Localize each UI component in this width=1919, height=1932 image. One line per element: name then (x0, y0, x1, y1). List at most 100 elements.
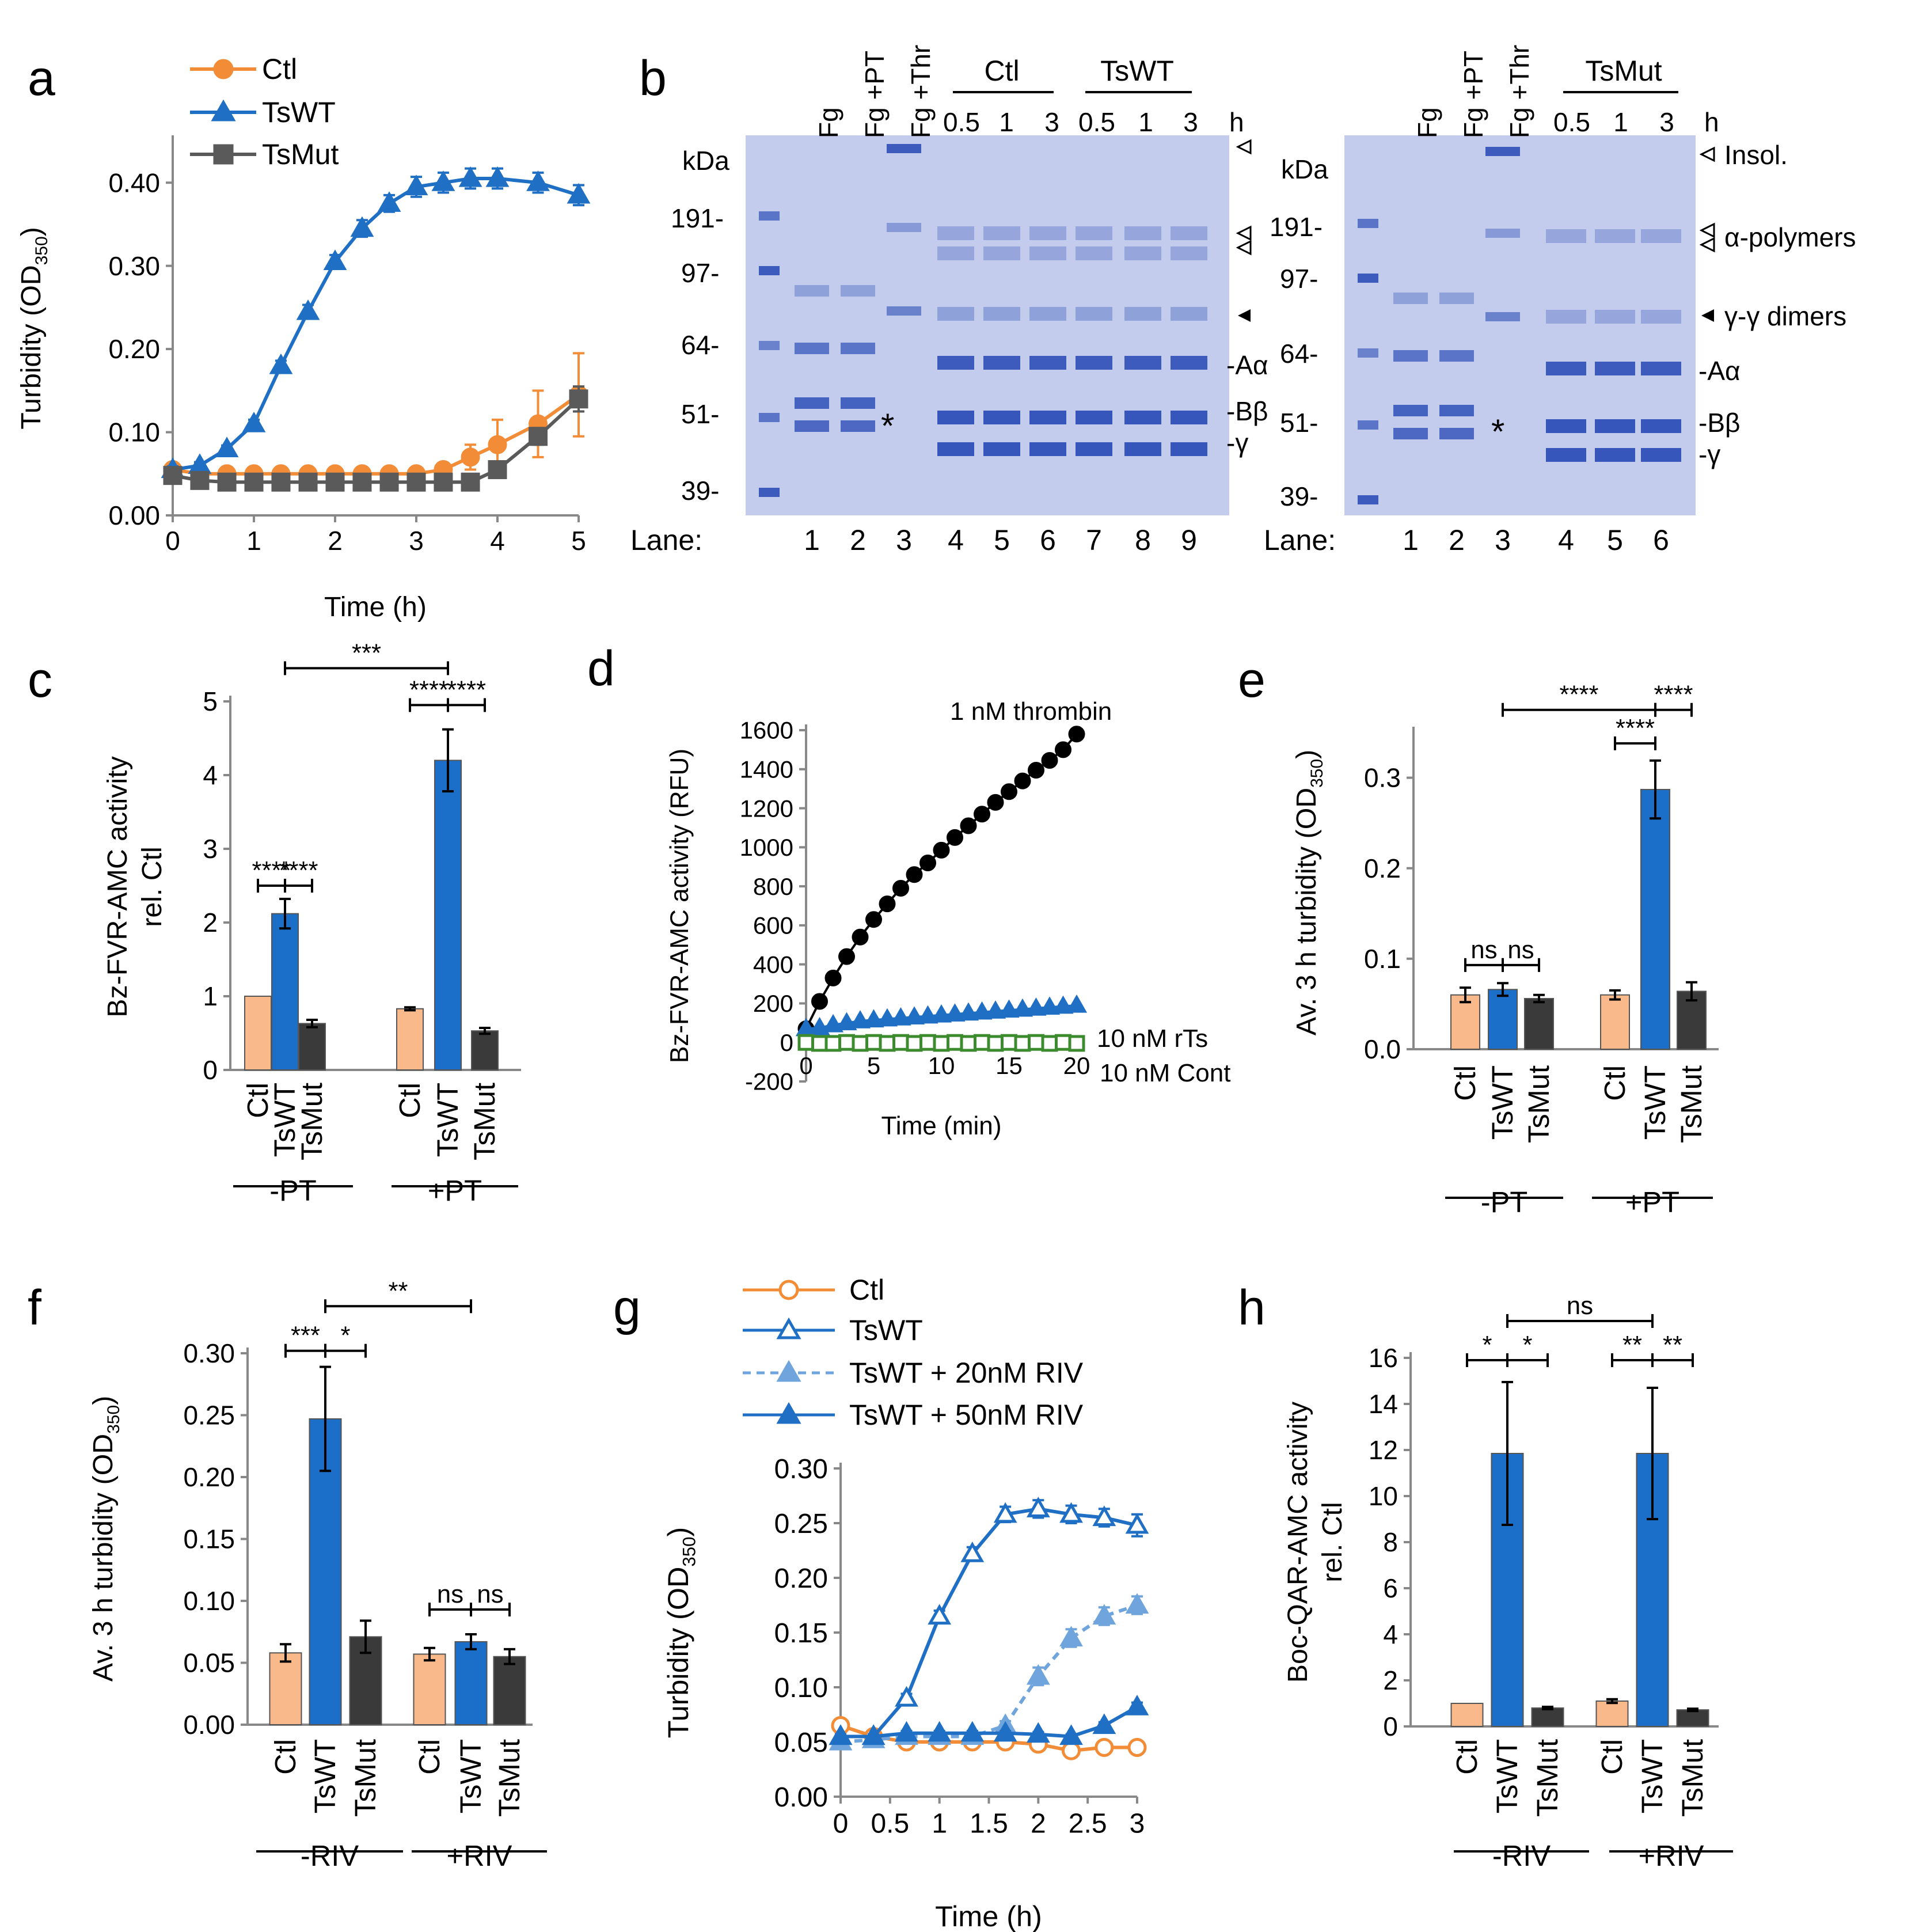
gel-1-plasma-band (1171, 356, 1207, 370)
f-bar--RIV-Ctl (269, 1652, 302, 1726)
h-ylabel-line2: rel. Ctl (1317, 1502, 1348, 1582)
a-data-point (188, 453, 212, 474)
e-ylabel: Av. 3 h turbidity (OD350) (1291, 750, 1327, 1035)
d-data-point (811, 993, 828, 1010)
d-data-point (1068, 1035, 1085, 1052)
d-data-point (1039, 996, 1061, 1015)
gel-1-plasma-band (1171, 411, 1207, 424)
gel-1-lane-number: 2 (850, 524, 866, 556)
gel-1-plasma-band (1076, 226, 1112, 240)
f-sig-label: ns (437, 1580, 463, 1608)
gel-1-fg-band (841, 397, 875, 409)
h-bar-+RIV-Ctl (1595, 1701, 1629, 1727)
legend-g-marker (778, 1280, 799, 1300)
gel-2-plasma-band (1595, 229, 1635, 243)
gel-2-lane-number: 5 (1607, 524, 1623, 556)
d-data-point (987, 1035, 1004, 1052)
gel-1-marker-band (759, 488, 780, 497)
legend-a-label: TsWT (262, 96, 336, 128)
f-bar-+RIV-TsWT (454, 1641, 488, 1725)
f-category-label: TsWT (309, 1739, 341, 1813)
c-category-label: Ctl (393, 1083, 426, 1118)
d-data-point (865, 1034, 882, 1051)
g-ytick-label: 0.25 (774, 1509, 828, 1539)
gel-1-kda: kDa (682, 146, 729, 176)
h-category-label: TsWT (1636, 1739, 1669, 1813)
gel-2-fg-band (1439, 405, 1474, 416)
gel-2-polymer-arrow-2 (1699, 237, 1715, 253)
gel-1-plasma-band (937, 411, 974, 424)
d-ytick-label: 1200 (740, 795, 793, 822)
a-data-point (325, 472, 345, 492)
gel-1-col-fg-pt: Fg +PT (860, 51, 890, 138)
chart-f: 0.00 0.05 0.10 0.15 0.20 0.25 0.30 Av. 3 h turb… (88, 1277, 547, 1872)
gel-2-lane-word: Lane: (1264, 524, 1336, 556)
f-sig-label: ** (388, 1277, 408, 1305)
d-ytick-label: 200 (753, 990, 793, 1017)
g-data-point (895, 1721, 918, 1742)
gel-2-col-fg-thr: Fg +Thr (1504, 45, 1534, 138)
e-group-label: +PT (1625, 1186, 1679, 1219)
gel-2-marker-band (1358, 495, 1378, 504)
gel-1-plasma-band (1124, 442, 1161, 456)
d-ytick-label: 1000 (740, 834, 793, 861)
e-category-label: Ctl (1598, 1065, 1631, 1101)
gel-1-thr-band (887, 223, 921, 232)
g-data-point (895, 1686, 918, 1707)
c-bar--PT-TsMut (298, 1023, 326, 1071)
h-ytick-label: 14 (1369, 1389, 1398, 1419)
legend-a-marker (213, 144, 234, 165)
g-xtick-label: 0.5 (871, 1808, 909, 1839)
gel-2-lane-number: 4 (1558, 524, 1574, 556)
a-data-point (244, 472, 264, 492)
h-ytick-label: 0 (1383, 1711, 1398, 1741)
a-ytick-label: 0.30 (108, 251, 160, 281)
g-data-point (1092, 1604, 1116, 1625)
chart-a: 0.00 0.10 0.20 0.30 0.40 0 1 2 3 4 5 Time (h) Turbid… (16, 53, 591, 623)
a-data-point (271, 472, 291, 492)
c-sig-label: *** (352, 639, 381, 667)
gel-1-plasma-band (1076, 307, 1112, 321)
a-series-line (172, 177, 579, 472)
a-xtick-label: 0 (165, 526, 180, 556)
a-data-point (242, 411, 266, 432)
a-data-point (190, 470, 210, 490)
e-sig-label: ns (1507, 936, 1534, 964)
e-sig-label: **** (1654, 681, 1693, 709)
c-ytick-label: 4 (203, 760, 218, 790)
a-series-ctl (163, 352, 588, 484)
h-sig-label: ** (1663, 1331, 1682, 1359)
a-data-point (296, 299, 320, 320)
a-xtick-label: 4 (490, 526, 505, 556)
g-ytick-label: 0.05 (774, 1728, 828, 1758)
g-data-point (1059, 1626, 1083, 1647)
gel-2-lane-number: 6 (1653, 524, 1669, 556)
gel-2-marker-band (1358, 348, 1378, 358)
c-group-label: -PT (269, 1174, 317, 1207)
gel-2-plasma-band (1595, 419, 1635, 433)
gel-1-time-5: 1 (1138, 107, 1153, 137)
gel-1-plasma-band (1076, 246, 1112, 260)
a-data-point (217, 472, 237, 492)
gel-1-plasma-band (1171, 442, 1207, 456)
h-sig-label: * (1482, 1331, 1492, 1359)
d-data-point (1014, 772, 1031, 789)
panel-label-d: d (587, 641, 615, 696)
e-category-label: TsWT (1639, 1065, 1671, 1140)
d-data-point (1025, 997, 1047, 1016)
e-group-label: -PT (1481, 1186, 1528, 1219)
e-category-label: TsWT (1486, 1065, 1519, 1140)
gel-2-label-insol: Insol. (1724, 140, 1788, 170)
gel-2-plasma-band (1595, 310, 1635, 324)
gel-1-lane-number: 3 (896, 524, 912, 556)
e-ytick-label: 0.0 (1364, 1034, 1401, 1064)
f-group-label: +RIV (447, 1839, 512, 1872)
f-ytick-label: 0.30 (183, 1338, 235, 1368)
legend-a-label: TsMut (262, 138, 339, 170)
chart-h: 0 2 4 6 8 10 12 14 16 Boc-QAR-AMC activity rel. Ct… (1282, 1292, 1733, 1872)
panel-label-f: f (28, 1280, 42, 1335)
d-data-point (879, 1035, 896, 1052)
d-data-point (852, 1035, 869, 1052)
